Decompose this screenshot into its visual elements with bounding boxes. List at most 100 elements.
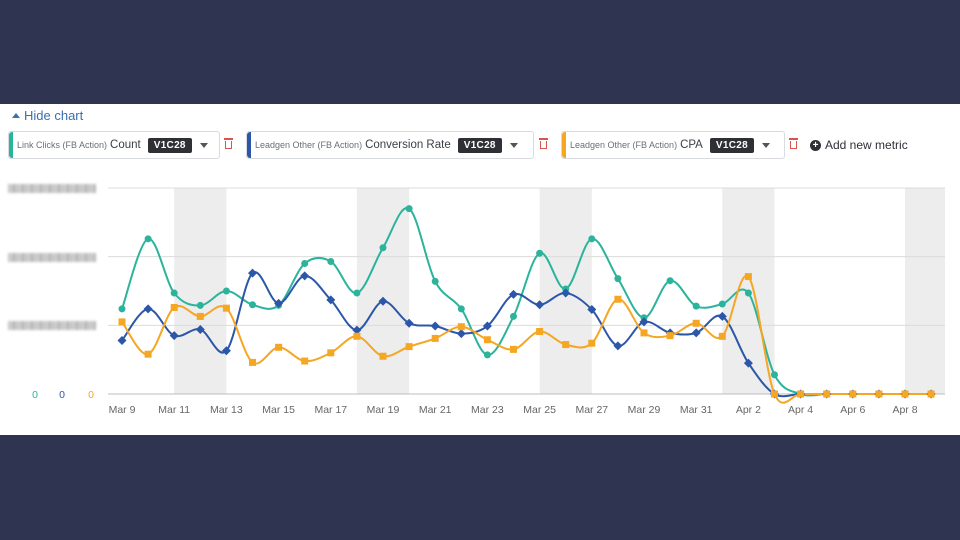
- data-point: [771, 371, 778, 379]
- data-point: [118, 318, 126, 326]
- weekend-band: [174, 188, 227, 394]
- weekend-band: [356, 188, 410, 394]
- x-tick-label: Mar 11: [158, 404, 190, 416]
- data-point: [509, 289, 518, 299]
- data-point: [744, 273, 752, 281]
- metric-color-bar: [562, 132, 566, 158]
- data-point: [378, 296, 388, 306]
- metric-selector-cpa[interactable]: Leadgen Other (FB Action) CPA V1C28: [561, 131, 785, 159]
- trash-icon[interactable]: [789, 138, 798, 150]
- x-tick-label: Mar 23: [471, 404, 504, 416]
- data-point: [482, 321, 492, 331]
- data-point: [327, 349, 335, 357]
- data-point: [196, 301, 204, 309]
- data-point: [692, 302, 700, 310]
- data-point: [483, 336, 491, 344]
- plus-circle-icon: +: [810, 139, 821, 151]
- add-new-metric-button[interactable]: + Add new metric: [810, 138, 908, 152]
- data-point: [326, 295, 336, 305]
- metric-selector-link-clicks[interactable]: Link Clicks (FB Action) Count V1C28: [8, 131, 220, 159]
- data-point: [143, 304, 153, 314]
- data-point: [144, 350, 152, 358]
- data-point: [275, 343, 283, 351]
- data-point: [613, 341, 623, 351]
- metric-prefix: Leadgen Other (FB Action): [570, 140, 678, 150]
- data-point: [692, 319, 700, 327]
- data-point: [771, 390, 778, 398]
- data-point: [797, 390, 805, 398]
- data-point: [561, 288, 571, 298]
- data-point: [404, 318, 414, 328]
- metric-badge: V1C28: [147, 137, 192, 153]
- data-point: [614, 275, 622, 283]
- data-point: [875, 390, 883, 398]
- data-point: [379, 352, 387, 360]
- data-point: [249, 301, 256, 309]
- blurred-y-label: [8, 253, 96, 262]
- x-tick-label: Mar 13: [210, 404, 243, 416]
- data-point: [300, 271, 310, 281]
- data-point: [588, 339, 596, 347]
- data-point: [666, 277, 674, 285]
- data-point: [221, 346, 231, 356]
- blurred-y-label: [8, 184, 96, 193]
- data-point: [718, 332, 726, 340]
- x-tick-label: Mar 17: [314, 404, 347, 416]
- series-line-1: [121, 207, 932, 397]
- x-tick-label: Mar 31: [680, 404, 713, 416]
- data-point: [352, 325, 362, 335]
- x-tick-label: Mar 15: [262, 404, 295, 416]
- data-point: [170, 289, 178, 297]
- data-point: [195, 324, 205, 334]
- metric-selector-conversion-rate[interactable]: Leadgen Other (FB Action) Conversion Rat…: [246, 131, 534, 159]
- data-point: [222, 287, 230, 295]
- line-chart: Mar 9 Mar 11 Mar 13 Mar 15 Mar 17 Mar 19 Mar 2…: [32, 187, 945, 416]
- x-tick-label: Apr 4: [788, 404, 813, 416]
- trash-icon[interactable]: [224, 138, 233, 150]
- data-point: [249, 358, 256, 366]
- x-tick-label: Apr 6: [840, 404, 865, 416]
- data-point: [118, 305, 126, 313]
- data-point: [170, 303, 178, 311]
- metric-name: Conversion Rate: [365, 139, 451, 151]
- data-point: [666, 332, 674, 340]
- data-point: [430, 321, 440, 331]
- data-point: [743, 358, 753, 368]
- data-point: [510, 345, 517, 353]
- data-point: [117, 335, 127, 345]
- data-point: [353, 332, 361, 340]
- x-tick-label: Apr 8: [892, 404, 917, 416]
- x-tick-label: Mar 9: [109, 404, 136, 416]
- trash-icon[interactable]: [539, 138, 548, 150]
- chevron-down-icon[interactable]: [199, 142, 208, 148]
- data-point: [405, 343, 413, 351]
- add-new-metric-label: Add new metric: [825, 138, 908, 152]
- chevron-down-icon[interactable]: [761, 142, 770, 148]
- hide-chart-toggle[interactable]: Hide chart: [12, 108, 83, 123]
- data-point: [301, 357, 309, 365]
- data-point: [457, 305, 465, 313]
- data-point: [431, 334, 439, 342]
- data-point: [588, 235, 596, 243]
- data-point: [718, 300, 726, 308]
- data-point: [301, 260, 309, 268]
- x-tick-label: Mar 29: [628, 404, 661, 416]
- data-point: [456, 329, 466, 339]
- data-point: [691, 328, 701, 338]
- data-point: [639, 317, 649, 327]
- chevron-down-icon[interactable]: [509, 142, 518, 148]
- data-point: [640, 329, 648, 337]
- data-point: [274, 298, 284, 308]
- y-zero-label: 0: [32, 389, 38, 401]
- x-tick-label: Apr 2: [736, 404, 761, 416]
- y-zero-label: 0: [88, 389, 94, 401]
- metric-color-bar: [247, 132, 251, 158]
- data-point: [717, 311, 727, 321]
- metric-badge: V1C28: [709, 137, 754, 153]
- y-zero-label: 0: [59, 389, 65, 401]
- data-point: [510, 312, 517, 320]
- data-point: [587, 305, 597, 315]
- data-point: [535, 300, 545, 310]
- data-point: [901, 390, 909, 398]
- data-point: [562, 341, 570, 349]
